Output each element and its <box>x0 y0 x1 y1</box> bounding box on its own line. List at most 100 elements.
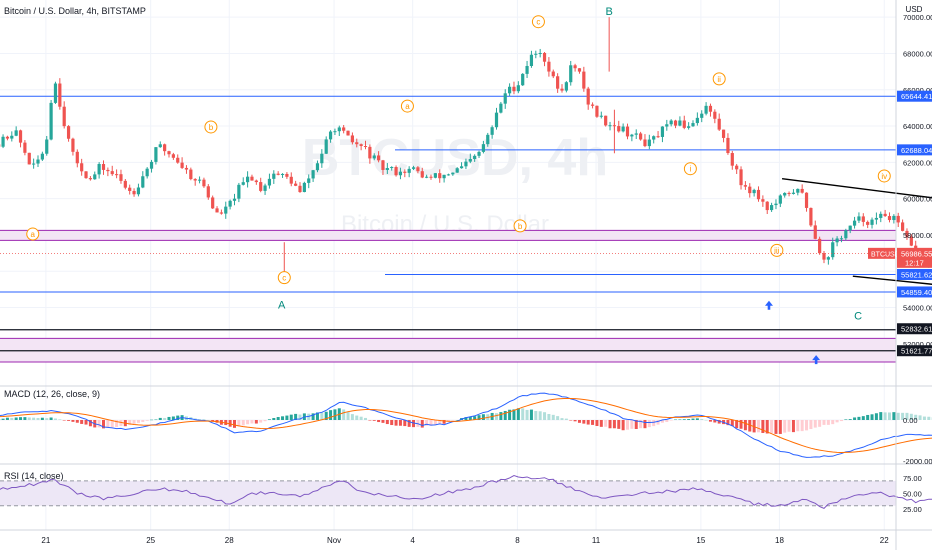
level-price-tag <box>897 90 932 102</box>
candle-down <box>643 139 647 147</box>
macd-histogram-bar <box>53 418 57 420</box>
macd-histogram-bar <box>534 410 538 420</box>
candle-down <box>184 167 189 170</box>
macd-histogram-bar <box>761 420 765 433</box>
macd-histogram-bar <box>272 418 276 420</box>
last-price-value: 56986.55 <box>901 249 932 258</box>
candle-up <box>477 151 481 156</box>
wave-label-circle <box>683 162 697 176</box>
candle-up <box>14 130 18 136</box>
symbol-title[interactable]: Bitcoin / U.S. Dollar, 4h, BITSTAMP <box>4 6 146 16</box>
candle-down <box>88 178 92 180</box>
macd-histogram-bar <box>822 420 826 425</box>
time-axis[interactable]: 212528Nov48111518222528Dec15:00 <box>41 532 932 550</box>
candle-up <box>508 86 512 94</box>
candle-up <box>490 127 494 135</box>
macd-histogram-bar <box>674 419 678 421</box>
macd-histogram-bar <box>368 420 372 421</box>
macd-pane-label[interactable]: MACD (12, 26, close, 9) <box>4 389 100 399</box>
macd-histogram-bar <box>281 416 285 420</box>
candle-down <box>573 65 577 69</box>
candle-up <box>307 178 311 183</box>
macd-histogram-bar <box>451 420 455 421</box>
candle-up <box>267 178 272 186</box>
macd-histogram-bar <box>320 412 324 420</box>
candle-down <box>861 216 865 222</box>
macd-histogram-bar <box>495 413 498 420</box>
macd-histogram-bar <box>621 420 625 431</box>
zone-fill <box>0 230 896 241</box>
macd-histogram-bar <box>58 419 62 420</box>
candle-down <box>586 88 590 105</box>
macd-histogram-bar <box>346 411 350 420</box>
macd-histogram-bar <box>132 420 136 424</box>
macd-histogram-bar <box>896 412 900 420</box>
candle-down <box>202 179 206 187</box>
macd-histogram-bar <box>669 420 673 421</box>
candle-up <box>494 112 499 128</box>
rsi-pane-label[interactable]: RSI (14, close) <box>4 471 64 481</box>
macd-histogram-bar <box>708 420 712 422</box>
macd-histogram-bar <box>45 418 49 420</box>
macd-histogram-bar <box>267 419 271 420</box>
candle-up <box>455 168 459 173</box>
candle-down <box>110 171 114 175</box>
rsi-tick: 25.00 <box>903 505 922 514</box>
wave-label: a <box>31 230 36 239</box>
candle-down <box>582 71 586 89</box>
candle-up <box>599 115 603 117</box>
macd-histogram-bar <box>67 420 71 421</box>
candle-up <box>315 163 320 171</box>
macd-histogram-bar <box>237 420 241 427</box>
macd-histogram-bar <box>757 420 760 433</box>
candle-down <box>604 115 608 126</box>
macd-histogram-bar <box>115 420 119 428</box>
candle-up <box>839 238 844 240</box>
macd-histogram-bar <box>809 420 813 430</box>
macd-histogram-bar <box>844 419 848 420</box>
candle-down <box>438 173 442 179</box>
macd-histogram-bar <box>888 412 891 420</box>
candle-up <box>783 192 787 196</box>
candle-down <box>403 171 407 173</box>
candle-down <box>219 212 223 214</box>
candle-up <box>499 103 503 113</box>
candle-up <box>442 174 446 179</box>
candle-down <box>381 160 385 170</box>
candle-down <box>804 192 809 208</box>
level-price-tag-text: 65644.41 <box>901 92 932 101</box>
wave-label: iv <box>881 172 887 181</box>
bar-countdown: 12:17 <box>905 258 924 267</box>
macd-histogram-bar <box>778 420 782 434</box>
macd-histogram-bar <box>839 420 843 422</box>
rsi-pane[interactable] <box>0 474 932 509</box>
macd-histogram-bar <box>145 420 149 421</box>
candle-down <box>289 176 293 184</box>
candle-down <box>813 225 817 239</box>
candle-up <box>521 73 525 86</box>
macd-pane[interactable] <box>0 392 932 458</box>
wave-label: c <box>536 18 540 27</box>
macd-histogram-bar <box>233 420 236 428</box>
candle-up <box>372 155 376 159</box>
time-tick: 8 <box>515 536 520 545</box>
macd-histogram-bar <box>433 420 437 425</box>
macd-histogram-bar <box>556 416 560 420</box>
wave-label-circle <box>26 227 40 241</box>
macd-histogram-bar <box>909 413 913 420</box>
candle-up <box>141 176 145 188</box>
candle-up <box>481 144 485 152</box>
candle-down <box>822 253 826 260</box>
macd-histogram-bar <box>390 420 394 426</box>
candlestick-series[interactable] <box>0 17 932 274</box>
macd-histogram-bar <box>150 419 154 421</box>
macd-histogram-bar <box>770 420 774 433</box>
macd-histogram-bar <box>918 415 922 420</box>
time-tick: Nov <box>327 536 341 545</box>
candle-down <box>211 197 215 209</box>
macd-histogram-bar <box>106 420 110 428</box>
macd-histogram-bar <box>377 420 381 423</box>
candle-up <box>10 135 14 139</box>
